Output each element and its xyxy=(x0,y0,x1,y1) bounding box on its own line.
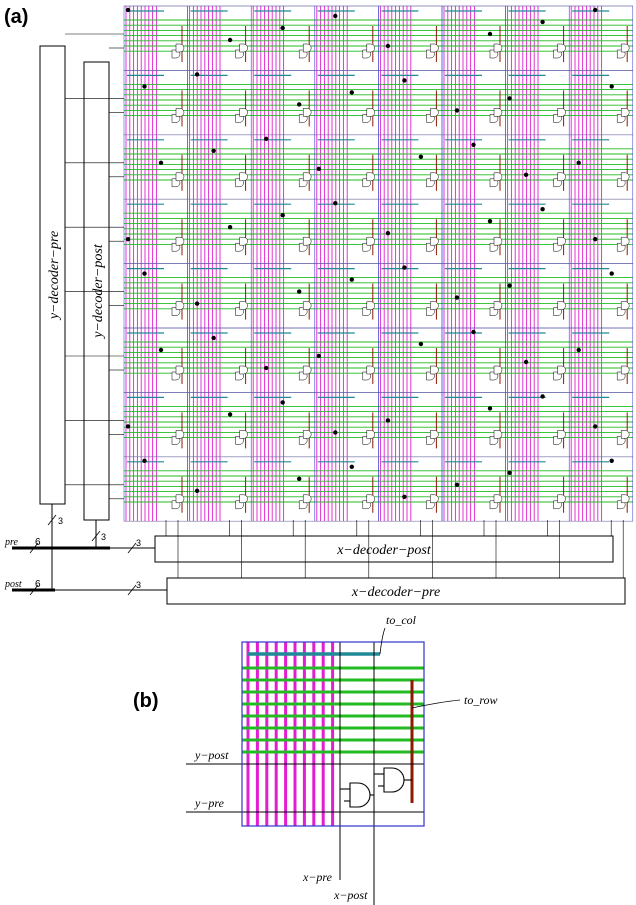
and-gate-lower xyxy=(340,782,374,808)
to-col-leader xyxy=(379,627,386,655)
array-cell xyxy=(568,263,634,329)
x-decoder-post-label: x−decoder−post xyxy=(336,543,432,558)
panel-a-label: (a) xyxy=(4,6,29,28)
array-cell xyxy=(250,263,316,329)
cell-boundary xyxy=(241,641,425,827)
decoder-blocks xyxy=(39,45,626,605)
y-decoder-post-label: y−decoder−post xyxy=(91,243,106,340)
array-cell xyxy=(441,70,506,136)
array-cell xyxy=(250,198,316,264)
array-cell xyxy=(314,70,379,136)
array-cell xyxy=(123,456,188,522)
array-cell xyxy=(378,327,443,393)
array-cell xyxy=(250,134,316,200)
array-cell xyxy=(441,456,506,522)
array-cell xyxy=(378,70,443,136)
array-cell xyxy=(441,198,506,264)
array-cell xyxy=(378,456,443,522)
array-cell xyxy=(314,392,379,458)
array-cell xyxy=(187,5,252,71)
panel-b-label: (b) xyxy=(133,690,159,712)
array-cell xyxy=(250,70,316,136)
x-pre-label: x−pre xyxy=(302,870,333,884)
decoder-wires xyxy=(65,33,624,578)
buses xyxy=(12,504,167,596)
array-cell xyxy=(568,134,634,200)
pre-label: pre xyxy=(4,537,19,548)
y-decoder-pre-label: y−decoder−pre xyxy=(47,231,62,321)
array-cell xyxy=(441,263,506,329)
array-cell xyxy=(250,456,316,522)
and-gate-upper xyxy=(374,767,412,793)
array-cell xyxy=(378,263,443,329)
y-post-label: y−post xyxy=(194,748,229,762)
x-decoder-pre-box xyxy=(166,577,626,605)
x-post-label: x−post xyxy=(333,888,368,902)
array-cell xyxy=(250,327,316,393)
array-cell xyxy=(441,134,506,200)
array-cell xyxy=(505,263,570,329)
x-decoder-pre-label: x−decoder−pre xyxy=(351,585,440,600)
array-cell xyxy=(250,392,316,458)
array-cell xyxy=(568,198,634,264)
array-cell xyxy=(505,70,570,136)
array-cell xyxy=(314,134,379,200)
array-cell xyxy=(314,327,379,393)
y-post-bus-width: 3 xyxy=(101,532,106,542)
array-cell xyxy=(568,392,634,458)
array-cell xyxy=(568,5,634,71)
array-cell xyxy=(123,134,188,200)
array-cell xyxy=(441,327,506,393)
array-cell xyxy=(378,198,443,264)
to-row-leader xyxy=(411,699,461,709)
array-cell xyxy=(314,263,379,329)
array-cell xyxy=(187,327,252,393)
array-cell xyxy=(441,5,506,71)
array-cell xyxy=(187,134,252,200)
array-cell xyxy=(187,263,252,329)
array-cell xyxy=(505,327,570,393)
array-cell xyxy=(378,392,443,458)
y-pre-label: y−pre xyxy=(194,796,225,810)
array-cell xyxy=(123,263,188,329)
array-cell xyxy=(314,456,379,522)
array-cell xyxy=(314,5,379,71)
to-row-label: to_row xyxy=(464,693,498,707)
post-label: post xyxy=(4,579,22,590)
x-decoder-post-box xyxy=(154,535,614,563)
cell-array xyxy=(123,5,634,522)
array-cell xyxy=(187,456,252,522)
array-cell xyxy=(441,392,506,458)
array-cell xyxy=(568,327,634,393)
array-cell xyxy=(187,198,252,264)
array-cell xyxy=(314,198,379,264)
array-cell xyxy=(505,134,570,200)
pre-bus-width: 6 xyxy=(35,537,41,548)
array-cell xyxy=(123,327,188,393)
array-cell xyxy=(378,134,443,200)
x-post-bus-width: 3 xyxy=(136,538,141,548)
array-cell xyxy=(505,198,570,264)
array-cell xyxy=(505,456,570,522)
to-col-label: to_col xyxy=(386,613,417,627)
array-cell xyxy=(187,392,252,458)
array-cell xyxy=(123,70,188,136)
cell-detail xyxy=(186,627,461,905)
array-cell xyxy=(123,5,188,71)
array-cell xyxy=(378,5,443,71)
post-bus-width: 6 xyxy=(35,579,41,590)
array-cell xyxy=(505,392,570,458)
array-cell xyxy=(250,5,316,71)
array-cell xyxy=(505,5,570,71)
y-decoder-post-box xyxy=(83,61,110,521)
array-cell xyxy=(123,198,188,264)
array-cell xyxy=(187,70,252,136)
array-cell xyxy=(568,70,634,136)
y-pre-bus-width: 3 xyxy=(58,516,63,526)
array-cell xyxy=(568,456,634,522)
array-cell xyxy=(123,392,188,458)
x-pre-bus-width: 3 xyxy=(136,580,141,590)
